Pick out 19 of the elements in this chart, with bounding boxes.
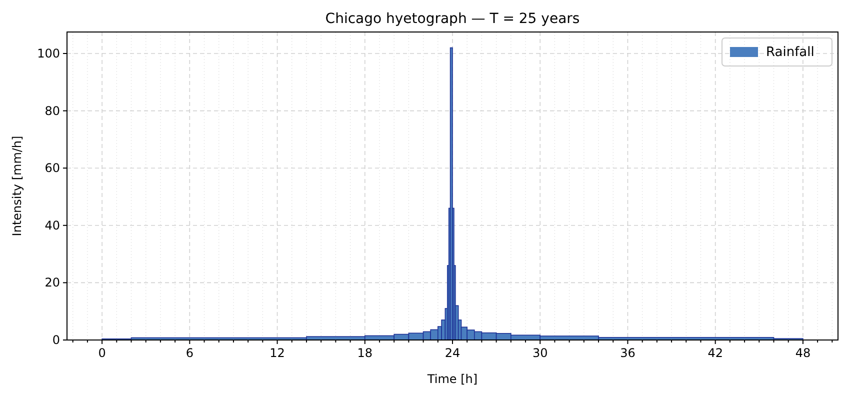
y-tick-label: 100 — [37, 46, 60, 60]
x-tick-label: 24 — [444, 346, 460, 360]
x-tick-label: 0 — [98, 346, 106, 360]
y-tick-label: 0 — [52, 333, 60, 347]
x-tick-label: 18 — [357, 346, 373, 360]
y-axis-title: Intensity [mm/h] — [10, 136, 24, 236]
x-tick-label: 30 — [532, 346, 548, 360]
y-tick-label: 80 — [44, 104, 60, 118]
x-tick-label: 36 — [620, 346, 636, 360]
x-axis-title: Time [h] — [426, 372, 478, 386]
x-tick-label: 42 — [708, 346, 723, 360]
y-tick-label: 60 — [44, 161, 60, 176]
y-tick-label: 40 — [44, 218, 60, 232]
x-tick-label: 48 — [795, 346, 811, 360]
x-tick-label: 6 — [186, 346, 194, 360]
x-tick-label: 12 — [270, 346, 285, 360]
y-tick-label: 20 — [44, 276, 60, 290]
legend-label: Rainfall — [766, 45, 814, 60]
chart-title: Chicago hyetograph — T = 25 years — [325, 11, 580, 27]
